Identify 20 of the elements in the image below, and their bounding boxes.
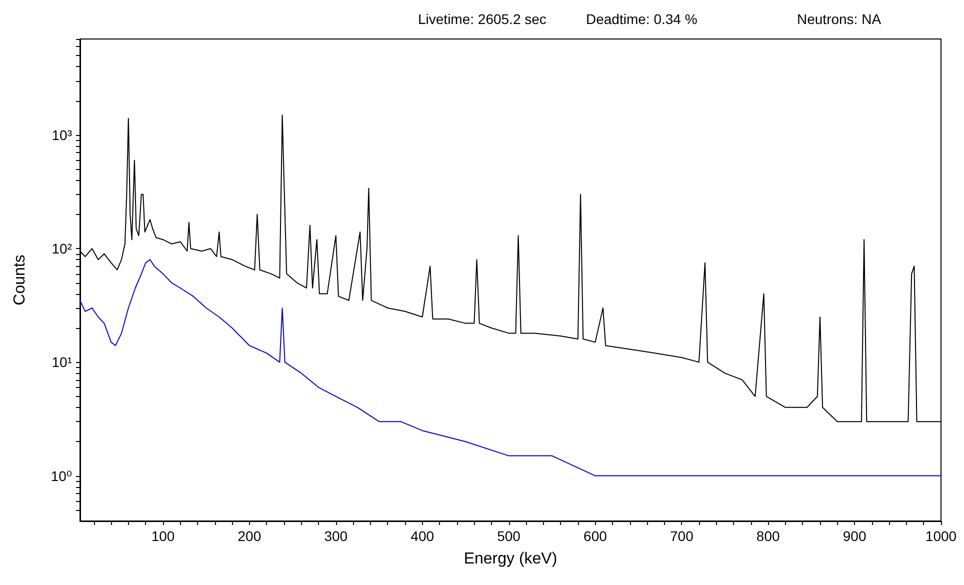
y-tick-label: 10²	[52, 240, 72, 257]
text: Livetime: 2605.2 sec	[418, 11, 546, 27]
x-axis-title: Energy (keV)	[464, 550, 558, 568]
x-tick-label: 200	[238, 528, 262, 544]
x-tick-label: 400	[410, 528, 434, 544]
x-tick-label: 600	[584, 528, 608, 544]
line-series	[80, 259, 942, 476]
x-tick-label: 700	[670, 528, 694, 544]
y-tick-label: 10⁰	[50, 468, 72, 484]
y-axis-title: Counts	[12, 254, 28, 306]
x-tick-label: 900	[842, 528, 866, 544]
x-tick-label: 500	[497, 528, 521, 544]
text: Deadtime: 0.34 %	[586, 11, 698, 27]
text: Neutrons: NA	[797, 11, 882, 27]
x-tick-label: 300	[324, 528, 348, 544]
y-tick-label: 10¹	[52, 354, 72, 370]
x-tick-label: 800	[756, 528, 780, 544]
x-tick-label: 100	[151, 528, 175, 544]
x-tick-label: 1000	[925, 528, 957, 544]
y-tick-label: 10³	[52, 127, 72, 143]
